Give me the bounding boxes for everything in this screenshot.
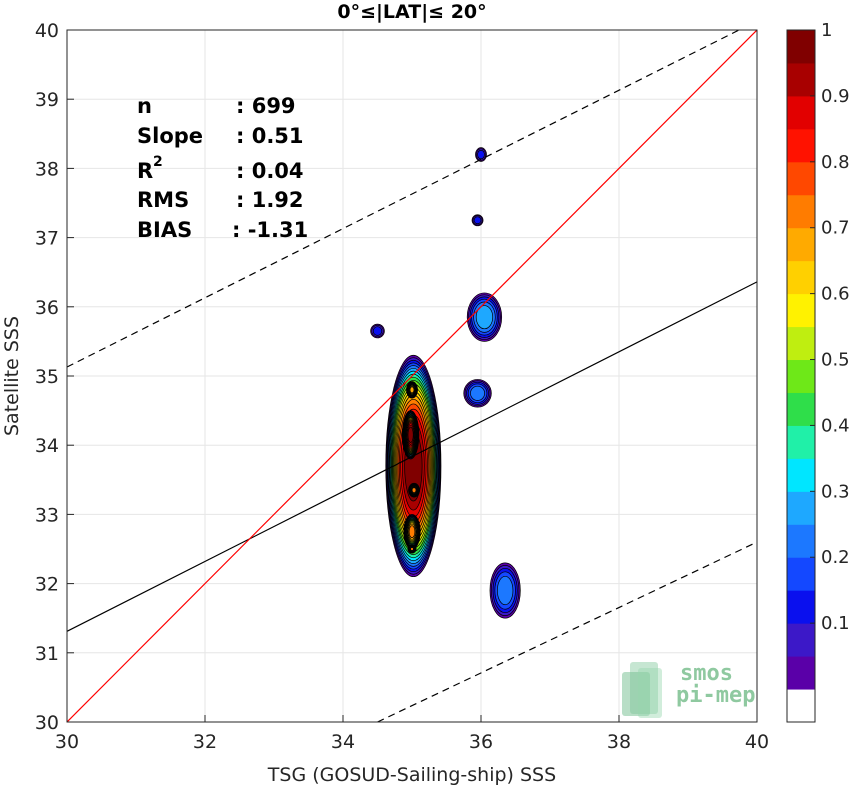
- lower-bound-dashed-line: [377, 541, 757, 722]
- density-blob: [489, 562, 521, 619]
- stat-label: BIAS: [137, 218, 192, 242]
- regression-line: [67, 281, 757, 632]
- chart-title: 0°≤|LAT|≤ 20°: [337, 1, 486, 23]
- stat-value: : -1.31: [232, 218, 308, 242]
- contour-level: [372, 326, 383, 336]
- logo-line1: smos: [680, 661, 733, 686]
- stat-label: Slope: [137, 124, 203, 148]
- stat-value: : 1.92: [236, 188, 304, 212]
- x-tick-label: 38: [607, 731, 631, 753]
- colorbar-segment: [787, 656, 815, 690]
- colorbar-segment: [787, 359, 815, 393]
- density-blob: [406, 381, 418, 399]
- colorbar-segment: [787, 326, 815, 361]
- y-tick-label: 34: [35, 435, 59, 457]
- stat-value: : 0.51: [236, 124, 304, 148]
- stat-label: R: [137, 159, 153, 183]
- smos-pi-mep-logo: smos pi-mep: [622, 661, 755, 718]
- density-blob: [403, 514, 421, 550]
- y-tick-label: 36: [35, 297, 59, 319]
- upper-bound-dashed-line: [67, 30, 741, 368]
- stat-label: RMS: [137, 188, 189, 212]
- contour-level: [409, 386, 415, 394]
- y-tick-label: 35: [35, 366, 59, 388]
- y-tick-label: 30: [35, 712, 59, 734]
- contour-level: [477, 149, 485, 160]
- colorbar-frame: [786, 29, 816, 723]
- reference-lines: [67, 30, 757, 722]
- density-blob: [401, 410, 420, 460]
- colorbar-segment: [787, 194, 815, 229]
- colorbar-segment: [787, 689, 815, 723]
- colorbar-tick-label: 1: [821, 20, 832, 41]
- colorbar-segment: [787, 623, 815, 657]
- density-blob: [471, 214, 484, 227]
- colorbar-tick-label: 0.6: [821, 284, 850, 305]
- density-blob: [463, 379, 492, 408]
- colorbar-segment: [787, 260, 815, 295]
- colorbar-segment: [787, 95, 815, 130]
- colorbar-segment: [787, 30, 815, 64]
- colorbar-tick-label: 0.9: [821, 86, 850, 107]
- x-tick-label: 30: [55, 731, 79, 753]
- y-tick-label: 32: [35, 574, 59, 596]
- x-axis-label: TSG (GOSUD-Sailing-ship) SSS: [267, 764, 556, 786]
- density-blob: [408, 482, 420, 498]
- contour-level: [407, 426, 414, 443]
- logo-line2: pi-mep: [676, 683, 755, 708]
- colorbar-segment: [787, 557, 815, 591]
- colorbar-segment: [787, 491, 815, 525]
- stat-label: n: [137, 94, 152, 118]
- contour-level: [411, 487, 417, 493]
- colorbar-segment: [787, 227, 815, 262]
- colorbar-segment: [787, 524, 815, 558]
- colorbar-segment: [787, 293, 815, 328]
- y-tick-label: 37: [35, 228, 59, 250]
- density-blob: [370, 323, 385, 339]
- colorbar-segment: [787, 425, 815, 459]
- y-tick-label: 31: [35, 643, 59, 665]
- x-tick-label: 32: [193, 731, 217, 753]
- contour-level: [470, 385, 485, 401]
- contour-level: [475, 305, 494, 330]
- y-tick-label: 33: [35, 504, 59, 526]
- x-axis-ticks: 30 32 34 36 38 40: [55, 715, 769, 753]
- statistics-box: n : 699 Slope : 0.51 R 2 : 0.04 RMS : 1.92 BIAS : …: [137, 94, 308, 242]
- y-axis-label: Satellite SSS: [1, 316, 23, 436]
- contour-level: [497, 575, 514, 606]
- colorbar-segment: [787, 392, 815, 426]
- colorbar-tick-label: 0.4: [821, 415, 850, 436]
- density-blob: [475, 147, 487, 162]
- x-tick-label: 34: [331, 731, 355, 753]
- contour-level: [473, 216, 482, 225]
- stat-superscript: 2: [153, 154, 163, 170]
- y-tick-label: 40: [35, 20, 59, 42]
- colorbar-segment: [787, 161, 815, 196]
- colorbar-segment: [787, 62, 815, 97]
- density-blob: [407, 544, 417, 554]
- y-axis-ticks: 30 31 32 33 34 35 36 37 38 39 40: [35, 20, 74, 734]
- density-contours: [370, 147, 521, 619]
- colorbar-tick-label: 0.2: [821, 547, 850, 568]
- y-tick-label: 38: [35, 158, 59, 180]
- colorbar-segment: [787, 590, 815, 624]
- y-tick-label: 39: [35, 89, 59, 111]
- contour-level: [410, 547, 414, 551]
- density-blob: [466, 292, 503, 342]
- colorbar-tick-label: 0.1: [821, 613, 850, 634]
- colorbar-segment: [787, 128, 815, 163]
- colorbar-tick-label: 0.5: [821, 350, 850, 371]
- x-tick-label: 40: [745, 731, 769, 753]
- colorbar-segment: [787, 458, 815, 492]
- x-tick-label: 36: [469, 731, 493, 753]
- stat-value: : 699: [236, 94, 296, 118]
- colorbar-tick-label: 0.3: [821, 481, 850, 502]
- colorbar-tick-label: 0.8: [821, 152, 850, 173]
- contour-level: [408, 525, 416, 539]
- identity-line: [67, 30, 757, 722]
- colorbar-tick-label: 0.7: [821, 218, 850, 239]
- stat-value: : 0.04: [236, 159, 304, 183]
- colorbar: 0.1 0.2 0.3 0.4 0.5 0.6 0.7 0.8 0.9 1: [786, 20, 850, 723]
